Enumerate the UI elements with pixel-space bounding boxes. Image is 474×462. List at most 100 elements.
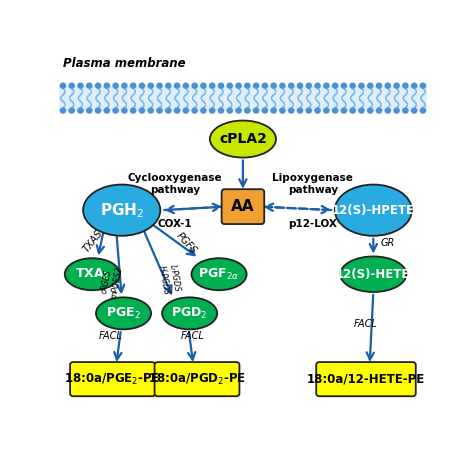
Circle shape — [253, 83, 259, 89]
Circle shape — [305, 107, 312, 114]
Text: Lipoxygenase
pathway: Lipoxygenase pathway — [272, 173, 353, 195]
Circle shape — [305, 83, 312, 89]
Circle shape — [121, 107, 128, 114]
Circle shape — [279, 83, 286, 89]
Circle shape — [419, 83, 426, 89]
Circle shape — [95, 107, 101, 114]
Circle shape — [77, 83, 84, 89]
Text: Plasma membrane: Plasma membrane — [63, 57, 185, 70]
Circle shape — [419, 107, 426, 114]
Text: 18:0a/PGD$_2$-PE: 18:0a/PGD$_2$-PE — [148, 371, 246, 387]
Ellipse shape — [162, 298, 217, 329]
Circle shape — [253, 107, 259, 114]
FancyBboxPatch shape — [155, 362, 239, 396]
Circle shape — [130, 83, 137, 89]
Circle shape — [209, 83, 216, 89]
Circle shape — [138, 107, 145, 114]
Circle shape — [130, 107, 137, 114]
Circle shape — [156, 83, 163, 89]
Text: 12(S)-HETE: 12(S)-HETE — [336, 267, 410, 281]
Circle shape — [138, 83, 145, 89]
Text: L-PGDS
H-PGDS: L-PGDS H-PGDS — [157, 262, 182, 295]
Text: FACL: FACL — [99, 331, 123, 341]
Text: cPLA2: cPLA2 — [219, 132, 267, 146]
Text: cPGES
mPGES2: cPGES mPGES2 — [100, 264, 124, 300]
Circle shape — [147, 83, 154, 89]
Circle shape — [174, 83, 181, 89]
Circle shape — [165, 107, 172, 114]
Circle shape — [393, 107, 400, 114]
Circle shape — [270, 83, 277, 89]
Circle shape — [86, 83, 92, 89]
Ellipse shape — [210, 121, 276, 158]
Circle shape — [86, 107, 92, 114]
Circle shape — [209, 107, 216, 114]
Circle shape — [218, 107, 224, 114]
Circle shape — [376, 107, 383, 114]
Circle shape — [182, 107, 189, 114]
Circle shape — [349, 107, 356, 114]
Text: PGF$_{2\alpha}$: PGF$_{2\alpha}$ — [199, 267, 240, 282]
Text: PGE$_2$: PGE$_2$ — [106, 306, 141, 321]
Circle shape — [288, 83, 294, 89]
Circle shape — [411, 107, 418, 114]
Circle shape — [68, 107, 75, 114]
Circle shape — [384, 107, 391, 114]
Circle shape — [191, 83, 198, 89]
Circle shape — [235, 107, 242, 114]
Circle shape — [227, 107, 233, 114]
Circle shape — [218, 83, 224, 89]
Circle shape — [262, 83, 268, 89]
Circle shape — [227, 83, 233, 89]
Text: TXAS: TXAS — [82, 228, 105, 254]
Circle shape — [358, 83, 365, 89]
Circle shape — [103, 107, 110, 114]
Circle shape — [235, 83, 242, 89]
FancyBboxPatch shape — [70, 362, 155, 396]
Circle shape — [402, 107, 409, 114]
Circle shape — [60, 107, 66, 114]
Circle shape — [323, 83, 329, 89]
Circle shape — [95, 83, 101, 89]
Circle shape — [200, 107, 207, 114]
Circle shape — [156, 107, 163, 114]
Circle shape — [297, 83, 303, 89]
Text: 12(S)-HPETE: 12(S)-HPETE — [332, 204, 415, 217]
Text: COX-1: COX-1 — [158, 219, 192, 229]
Circle shape — [244, 83, 251, 89]
Circle shape — [393, 83, 400, 89]
Text: PGH$_2$: PGH$_2$ — [100, 201, 144, 219]
Text: 18:0a/12-HETE-PE: 18:0a/12-HETE-PE — [307, 373, 425, 386]
Circle shape — [68, 83, 75, 89]
Circle shape — [288, 107, 294, 114]
Ellipse shape — [83, 185, 160, 236]
Circle shape — [314, 107, 321, 114]
Ellipse shape — [335, 185, 412, 236]
Circle shape — [270, 107, 277, 114]
Bar — [59, 85, 427, 110]
Text: Cyclooxygenase
pathway: Cyclooxygenase pathway — [128, 173, 222, 195]
FancyBboxPatch shape — [222, 189, 264, 224]
Ellipse shape — [340, 256, 406, 292]
FancyBboxPatch shape — [316, 362, 416, 396]
Circle shape — [121, 83, 128, 89]
Text: GR: GR — [381, 237, 395, 248]
Circle shape — [103, 83, 110, 89]
Circle shape — [60, 83, 66, 89]
Circle shape — [376, 83, 383, 89]
Circle shape — [341, 83, 347, 89]
Circle shape — [112, 83, 119, 89]
Circle shape — [314, 83, 321, 89]
Circle shape — [182, 83, 189, 89]
Circle shape — [349, 83, 356, 89]
Text: PGD$_2$: PGD$_2$ — [172, 306, 208, 321]
Circle shape — [279, 107, 286, 114]
Circle shape — [297, 107, 303, 114]
Circle shape — [191, 107, 198, 114]
Text: AA: AA — [231, 199, 255, 214]
Circle shape — [200, 83, 207, 89]
Ellipse shape — [65, 258, 120, 290]
Text: p12-LOX: p12-LOX — [288, 219, 337, 229]
Circle shape — [384, 83, 391, 89]
Circle shape — [165, 83, 172, 89]
